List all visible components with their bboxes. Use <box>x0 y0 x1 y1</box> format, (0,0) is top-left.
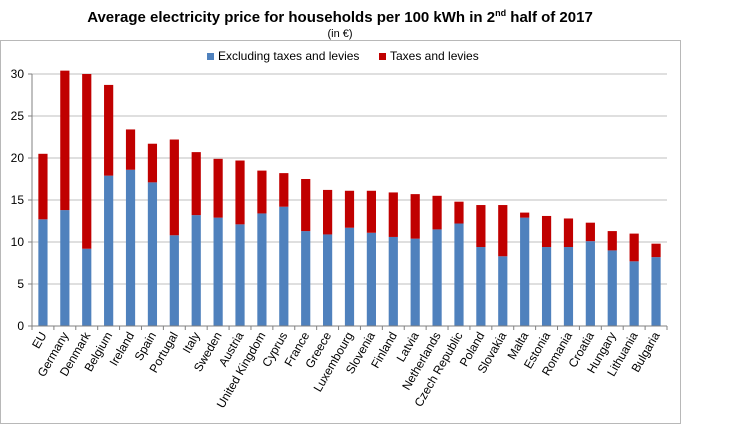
bar-taxes-and-levies <box>191 152 201 216</box>
bar-taxes-and-levies <box>82 74 92 249</box>
bar-excluding-taxes <box>410 238 420 326</box>
y-tick-label: 25 <box>11 109 25 123</box>
bar-excluding-taxes <box>563 247 574 326</box>
bar-taxes-and-levies <box>104 84 114 176</box>
bar-excluding-taxes <box>104 175 114 326</box>
bar-excluding-taxes <box>432 229 442 326</box>
bar-taxes-and-levies <box>147 143 158 183</box>
bar-taxes-and-levies <box>344 190 355 228</box>
bar-excluding-taxes <box>607 250 617 326</box>
bar-taxes-and-levies <box>301 179 311 232</box>
bar-excluding-taxes <box>388 236 398 326</box>
bar-excluding-taxes <box>476 247 486 326</box>
bar-excluding-taxes <box>147 182 158 326</box>
bar-taxes-and-levies <box>498 205 508 257</box>
bar-taxes-and-levies <box>454 201 464 224</box>
y-tick-label: 0 <box>17 319 24 333</box>
bar-excluding-taxes <box>520 217 530 326</box>
chart-frame: 0 5 10 15 20 25 30 EU Germany Denmark Belgium Irel… <box>0 40 681 424</box>
axes <box>28 73 668 330</box>
bar-taxes-and-levies <box>366 190 376 233</box>
legend-label-taxes-and-levies: Taxes and levies <box>390 49 479 63</box>
y-axis-ticks: 0 5 10 15 20 25 30 <box>11 67 25 333</box>
bar-taxes-and-levies <box>476 205 486 248</box>
bar-excluding-taxes <box>125 169 136 326</box>
bar-taxes-and-levies <box>60 70 70 211</box>
bar-excluding-taxes <box>235 224 245 326</box>
bar-taxes-and-levies <box>629 233 639 262</box>
title-block: Average electricity price for households… <box>0 4 680 41</box>
bar-taxes-and-levies <box>125 129 136 170</box>
bar-taxes-and-levies <box>279 173 289 207</box>
y-tick-label: 20 <box>11 151 25 165</box>
bar-excluding-taxes <box>191 215 201 326</box>
bar-taxes-and-levies <box>388 192 398 237</box>
bar-excluding-taxes <box>366 232 376 326</box>
bar-excluding-taxes <box>651 257 661 326</box>
bar-excluding-taxes <box>279 206 289 326</box>
bar-excluding-taxes <box>82 248 92 326</box>
bar-taxes-and-levies <box>38 153 48 220</box>
bar-excluding-taxes <box>629 261 639 326</box>
y-tick-label: 10 <box>11 235 25 249</box>
bars <box>38 70 661 326</box>
bar-taxes-and-levies <box>323 189 333 235</box>
bar-excluding-taxes <box>60 210 70 326</box>
bar-taxes-and-levies <box>235 160 245 225</box>
bar-excluding-taxes <box>454 223 464 326</box>
y-tick-label: 30 <box>11 67 25 81</box>
chart-title: Average electricity price for households… <box>0 4 680 27</box>
bar-excluding-taxes <box>323 234 333 326</box>
bar-excluding-taxes <box>541 247 552 326</box>
bar-chart: 0 5 10 15 20 25 30 EUGermanyDenmarkBelgiumIrel… <box>11 49 668 411</box>
x-axis-ticks: EUGermanyDenmarkBelgiumIrelandSpainPortu… <box>29 329 663 411</box>
bar-excluding-taxes <box>498 256 508 326</box>
bar-taxes-and-levies <box>651 243 661 258</box>
bar-excluding-taxes <box>38 219 48 326</box>
bar-taxes-and-levies <box>520 212 530 218</box>
bar-taxes-and-levies <box>169 139 179 236</box>
bar-taxes-and-levies <box>563 218 574 248</box>
bar-excluding-taxes <box>301 231 311 326</box>
bar-taxes-and-levies <box>585 222 595 242</box>
bar-taxes-and-levies <box>213 158 223 218</box>
bar-excluding-taxes <box>585 241 595 326</box>
y-tick-label: 15 <box>11 193 25 207</box>
bar-excluding-taxes <box>344 227 355 326</box>
chart-subtitle: (in €) <box>327 28 353 40</box>
bar-excluding-taxes <box>257 213 267 326</box>
bar-taxes-and-levies <box>410 194 420 239</box>
y-tick-label: 5 <box>17 277 24 291</box>
chart-title-main: Average electricity price for households… <box>87 9 496 26</box>
bar-taxes-and-levies <box>541 215 552 248</box>
legend: Excluding taxes and levies Taxes and levi… <box>207 49 479 63</box>
bar-excluding-taxes <box>169 235 179 326</box>
legend-swatch-excluding-taxes <box>207 53 214 60</box>
chart-title-superscript: nd <box>495 8 507 18</box>
bar-excluding-taxes <box>213 217 223 326</box>
chart-title-end: half of 2017 <box>506 9 593 26</box>
bar-taxes-and-levies <box>607 231 617 251</box>
legend-swatch-taxes-and-levies <box>379 53 386 60</box>
x-tick-label: EU <box>29 330 49 351</box>
bar-taxes-and-levies <box>257 170 267 214</box>
legend-label-excluding-taxes: Excluding taxes and levies <box>218 49 359 63</box>
bar-taxes-and-levies <box>432 195 442 230</box>
